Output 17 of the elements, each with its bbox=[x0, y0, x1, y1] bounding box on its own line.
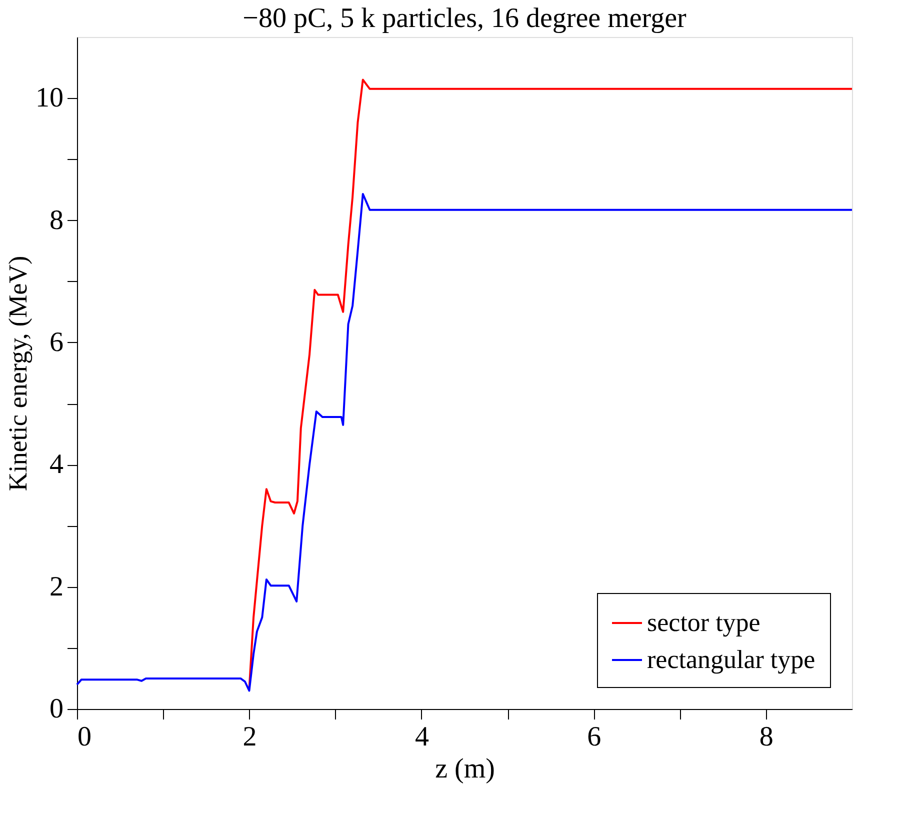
y-tick-label: 2 bbox=[50, 571, 64, 602]
legend-label: rectangular type bbox=[647, 645, 816, 674]
x-tick-label: 0 bbox=[78, 722, 92, 752]
y-axis-title: Kinetic energy, (MeV) bbox=[4, 256, 32, 492]
x-axis-title: z (m) bbox=[435, 754, 495, 784]
x-tick-label: 2 bbox=[242, 722, 257, 752]
y-tick-label: 10 bbox=[36, 82, 64, 114]
y-tick-label: 4 bbox=[50, 449, 64, 480]
y-tick-label: 6 bbox=[50, 326, 64, 358]
legend-label: sector type bbox=[647, 608, 760, 637]
y-tick-label: 0 bbox=[50, 694, 64, 724]
x-tick-label: 6 bbox=[587, 722, 602, 752]
chart-title: −80 pC, 5 k particles, 16 degree merger bbox=[242, 3, 688, 34]
x-tick-label: 8 bbox=[759, 722, 774, 752]
line-series bbox=[76, 193, 853, 692]
y-tick-label: 8 bbox=[50, 204, 64, 236]
x-tick-label: 4 bbox=[414, 722, 429, 752]
